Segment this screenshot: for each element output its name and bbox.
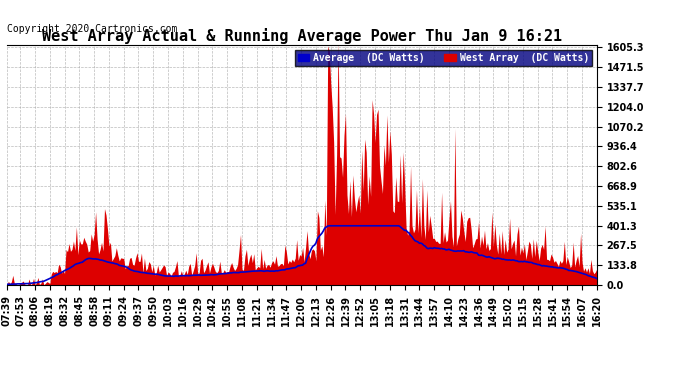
Text: Copyright 2020 Cartronics.com: Copyright 2020 Cartronics.com <box>7 24 177 34</box>
Legend: Average  (DC Watts), West Array  (DC Watts): Average (DC Watts), West Array (DC Watts… <box>295 50 592 66</box>
Title: West Array Actual & Running Average Power Thu Jan 9 16:21: West Array Actual & Running Average Powe… <box>42 28 562 44</box>
